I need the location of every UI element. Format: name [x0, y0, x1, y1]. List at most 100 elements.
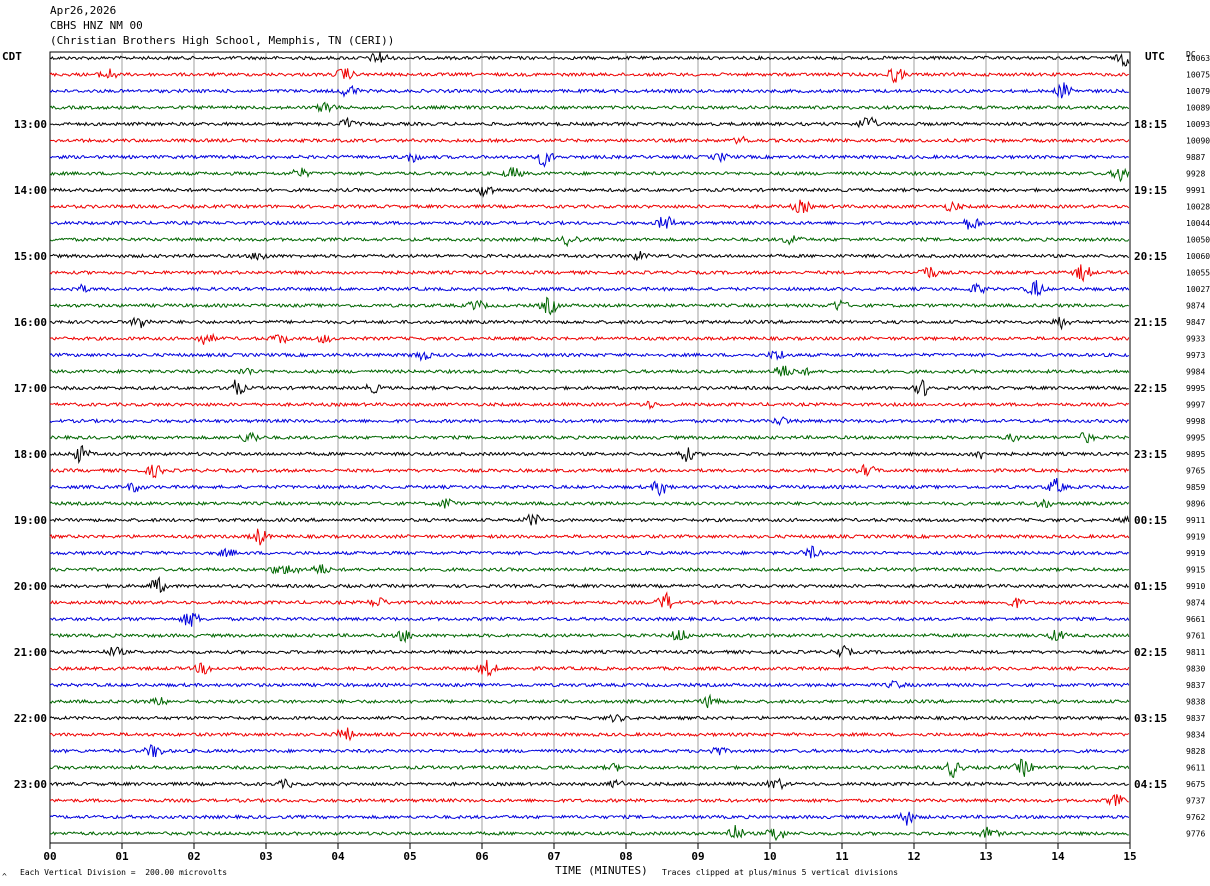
cdt-hour-label: 14:00 [14, 184, 47, 197]
dc-value-label: 9611 [1186, 764, 1205, 773]
trace-line [49, 416, 1129, 427]
clip-note: Traces clipped at plus/minus 5 vertical … [662, 868, 899, 877]
trace-line [49, 444, 1129, 465]
utc-hour-label: 19:15 [1134, 184, 1167, 197]
plot-frame [49, 51, 1131, 844]
timezone-left-label: CDT [2, 50, 22, 63]
x-tick-label: 07 [547, 850, 560, 863]
trace-line [49, 251, 1130, 261]
dc-value-label: 9887 [1186, 153, 1205, 162]
cdt-hour-label: 18:00 [14, 448, 47, 461]
trace-line [49, 629, 1130, 644]
x-tick-label: 03 [259, 850, 272, 863]
timezone-right-label: UTC [1145, 50, 1165, 63]
dc-value-label: 9995 [1186, 434, 1205, 443]
trace-line [49, 576, 1130, 594]
dc-value-label: 9837 [1186, 714, 1205, 723]
x-tick-label: 15 [1123, 850, 1136, 863]
dc-value-label: 9762 [1186, 813, 1205, 822]
trace-line [49, 744, 1129, 758]
utc-hour-label: 22:15 [1134, 382, 1167, 395]
dc-value-label: 9765 [1186, 467, 1205, 476]
utc-hour-label: 02:15 [1134, 646, 1167, 659]
trace-line [49, 101, 1130, 114]
trace-line [49, 67, 1129, 84]
dc-value-label: 9847 [1186, 318, 1205, 327]
dc-value-label: 9896 [1186, 500, 1205, 509]
utc-hour-label: 23:15 [1134, 448, 1167, 461]
dc-value-label: 10028 [1186, 203, 1210, 212]
x-tick-label: 06 [475, 850, 489, 863]
cdt-hour-label: 19:00 [14, 514, 47, 527]
dc-value-label: 9984 [1186, 368, 1205, 377]
trace-line [49, 365, 1130, 377]
dc-value-label: 10093 [1186, 120, 1210, 129]
trace-line [49, 135, 1130, 145]
dc-value-label: 9874 [1186, 599, 1205, 608]
trace-line [49, 400, 1130, 411]
x-tick-label: 05 [403, 850, 416, 863]
utc-hour-label: 21:15 [1134, 316, 1167, 329]
trace-line [49, 186, 1130, 198]
dc-value-label: 9859 [1186, 483, 1205, 492]
dc-value-label: 9737 [1186, 797, 1205, 806]
trace-line [49, 379, 1129, 397]
site-label: (Christian Brothers High School, Memphis… [50, 34, 395, 47]
cdt-hour-label: 15:00 [14, 250, 47, 263]
x-tick-label: 14 [1051, 850, 1065, 863]
x-tick-label: 09 [691, 850, 704, 863]
trace-line [49, 727, 1130, 742]
dc-value-label: 9675 [1186, 780, 1205, 789]
utc-hour-label: 20:15 [1134, 250, 1167, 263]
trace-line [49, 151, 1130, 168]
dc-value-label: 9995 [1186, 384, 1205, 393]
dc-value-label: 9910 [1186, 582, 1205, 591]
dc-value-label: 9919 [1186, 533, 1205, 542]
trace-line [49, 758, 1130, 778]
trace-line [49, 166, 1130, 183]
trace-line [49, 431, 1130, 444]
cdt-hour-label: 22:00 [14, 712, 47, 725]
x-tick-label: 02 [187, 850, 200, 863]
x-tick-label: 04 [331, 850, 345, 863]
trace-line [49, 264, 1129, 283]
trace-line [49, 564, 1130, 575]
dc-value-label: 10075 [1186, 71, 1210, 80]
dc-value-label: 9811 [1186, 648, 1205, 657]
utc-hour-label: 00:15 [1134, 514, 1167, 527]
x-tick-label: 13 [979, 850, 992, 863]
dc-value-label: 9776 [1186, 830, 1205, 839]
dc-value-label: 9828 [1186, 747, 1205, 756]
trace-line [49, 235, 1130, 248]
trace-line [49, 612, 1130, 627]
trace-line [49, 316, 1130, 331]
dc-value-label: 10044 [1186, 219, 1210, 228]
dc-value-label: 9895 [1186, 450, 1205, 459]
trace-line [49, 591, 1129, 609]
trace-line [49, 811, 1130, 826]
dc-value-label: 10063 [1186, 54, 1210, 63]
dc-value-label: 9928 [1186, 170, 1205, 179]
cdt-hour-label: 23:00 [14, 778, 47, 791]
station-label: CBHS HNZ NM 00 [50, 19, 143, 32]
trace-line [50, 659, 1130, 677]
dc-value-label: 9998 [1186, 417, 1205, 426]
trace-line [49, 51, 1130, 67]
trace-line [49, 280, 1130, 297]
trace-line [49, 794, 1129, 807]
trace-line [49, 332, 1130, 345]
trace-line [49, 644, 1130, 659]
dc-value-label: 10027 [1186, 285, 1210, 294]
scale-note: Each Vertical Division = 200.00 microvol… [20, 868, 228, 877]
dc-value-label: 10079 [1186, 87, 1210, 96]
trace-line [49, 116, 1129, 129]
trace-line [49, 463, 1130, 479]
utc-hour-label: 18:15 [1134, 118, 1167, 131]
trace-line [49, 545, 1129, 559]
utc-hour-label: 04:15 [1134, 778, 1167, 791]
x-tick-label: 11 [835, 850, 849, 863]
dc-value-label: 9991 [1186, 186, 1205, 195]
dc-value-label: 10090 [1186, 137, 1210, 146]
trace-line [49, 215, 1130, 230]
